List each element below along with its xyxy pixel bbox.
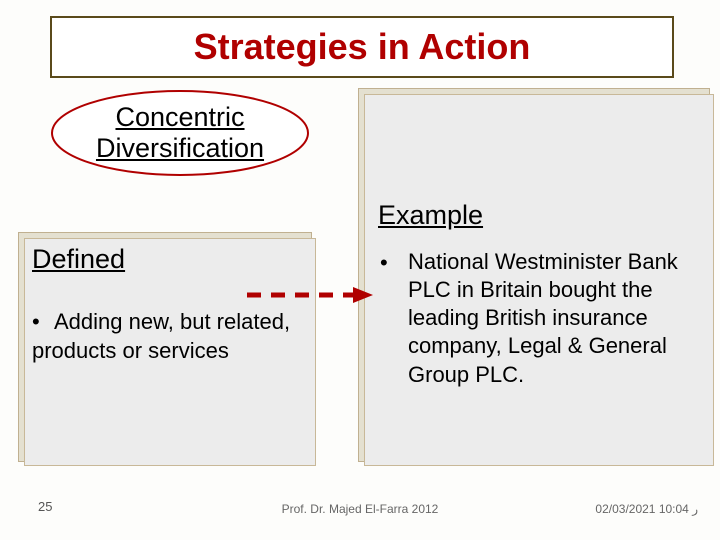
defined-text: Adding new, but related, products or ser… [32,309,290,363]
subtitle-line2: Diversification [96,133,264,164]
subtitle-ellipse: Concentric Diversification [48,88,312,178]
defined-heading: Defined [32,244,125,275]
example-text: National Westminister Bank PLC in Britai… [408,248,698,389]
arrow-icon [245,285,375,305]
bullet-icon: • [32,308,54,337]
defined-body: •Adding new, but related, products or se… [32,308,300,365]
subtitle-text: Concentric Diversification [48,88,312,178]
slide-title: Strategies in Action [194,26,531,68]
title-box: Strategies in Action [50,16,674,78]
example-heading: Example [378,200,483,231]
slide: Strategies in Action Concentric Diversif… [0,0,720,540]
footer-right: ر 10:04 02/03/2021 [595,502,698,516]
subtitle-line1: Concentric [115,102,244,133]
bullet-icon: • [380,250,388,276]
